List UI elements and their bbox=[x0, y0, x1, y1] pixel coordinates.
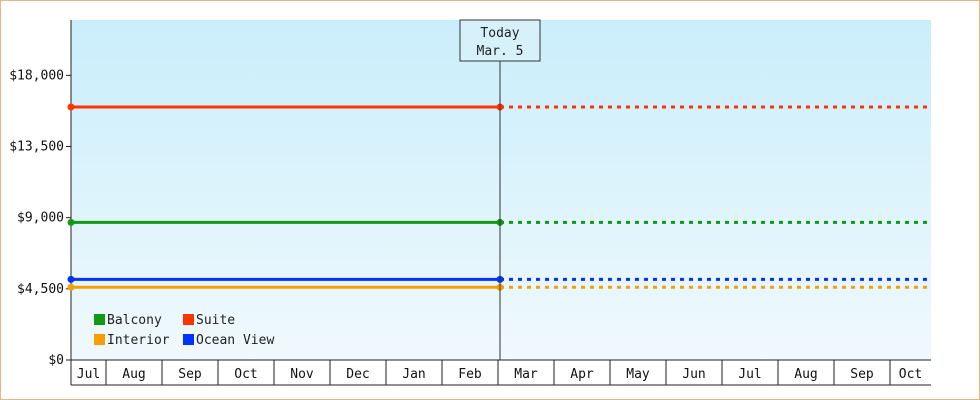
today-box bbox=[459, 19, 541, 62]
x-tick-label: Jul bbox=[77, 367, 100, 382]
plot-area bbox=[71, 20, 931, 360]
y-axis: $0 $4,500 $9,000 $13,500 $18,000 bbox=[9, 20, 72, 385]
series-point-start bbox=[67, 218, 75, 226]
x-tick-label: Jul bbox=[738, 367, 761, 382]
x-tick-label: Jan bbox=[402, 367, 425, 382]
today-date: Mar. 5 bbox=[477, 44, 524, 59]
x-tick-label: Mar bbox=[514, 367, 538, 382]
x-tick-label: Sep bbox=[850, 367, 874, 382]
legend-label: Balcony bbox=[107, 313, 162, 328]
legend-label: Ocean View bbox=[196, 333, 274, 348]
y-tick-label: $13,500 bbox=[9, 140, 64, 155]
x-tick-label: Feb bbox=[458, 367, 482, 382]
legend-swatch bbox=[183, 314, 194, 325]
x-axis: Jul Aug Sep Oct Nov Dec Jan Feb Mar Apr May Jun Jul A… bbox=[71, 359, 931, 386]
x-tick-label: Oct bbox=[899, 367, 922, 382]
series-point-start bbox=[67, 275, 75, 283]
y-tick-label: $0 bbox=[48, 353, 64, 368]
x-tick-label: Nov bbox=[290, 367, 314, 382]
legend-swatch bbox=[94, 314, 105, 325]
today-label: Today bbox=[480, 26, 519, 41]
series-point-start bbox=[67, 103, 75, 111]
x-tick-label: May bbox=[626, 367, 650, 382]
x-tick-label: Aug bbox=[122, 367, 145, 382]
x-tick-label: Dec bbox=[346, 367, 369, 382]
legend-label: Suite bbox=[196, 313, 235, 328]
y-tick-label: $18,000 bbox=[9, 68, 64, 83]
legend-label: Interior bbox=[107, 333, 170, 348]
today-marker: Today Mar. 5 bbox=[459, 19, 541, 360]
legend-swatch bbox=[94, 334, 105, 345]
x-tick-label: Jun bbox=[682, 367, 705, 382]
series-point-start bbox=[67, 283, 75, 291]
y-tick-label: $4,500 bbox=[17, 282, 64, 297]
legend-swatch bbox=[183, 334, 194, 345]
x-tick-label: Aug bbox=[794, 367, 817, 382]
y-tick-label: $9,000 bbox=[17, 211, 64, 226]
legend: Balcony Suite Interior Ocean View bbox=[94, 313, 274, 348]
x-tick-label: Oct bbox=[234, 367, 257, 382]
x-tick-label: Sep bbox=[178, 367, 202, 382]
x-tick-label: Apr bbox=[570, 367, 594, 382]
